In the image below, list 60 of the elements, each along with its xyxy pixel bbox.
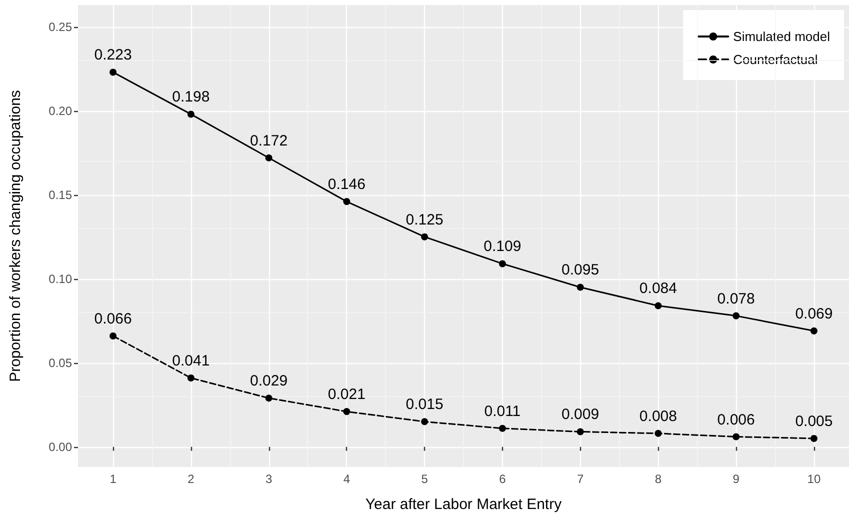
data-label: 0.109 — [484, 238, 522, 256]
data-label: 0.021 — [328, 386, 366, 404]
x-tick-label: 6 — [499, 472, 506, 486]
x-tick-label: 10 — [807, 472, 821, 486]
data-label: 0.008 — [639, 408, 677, 425]
point — [421, 233, 428, 240]
x-tick-label: 2 — [188, 472, 195, 486]
y-axis-title: Proportion of workers changing occupations — [7, 90, 24, 382]
point — [576, 284, 584, 291]
data-label: 0.146 — [328, 176, 366, 194]
y-tick-label: 0.05 — [48, 356, 72, 370]
data-label: 0.041 — [172, 352, 210, 370]
point — [654, 302, 662, 310]
data-label: 0.011 — [484, 402, 521, 420]
point — [343, 198, 350, 206]
x-tick-label: 1 — [110, 472, 117, 486]
data-label: 0.009 — [562, 406, 600, 424]
point — [498, 260, 506, 268]
legend-label: Counterfactual — [733, 52, 818, 67]
x-tick-label: 9 — [732, 472, 740, 486]
x-tick-label: 7 — [576, 472, 584, 486]
x-tick-label: 4 — [343, 472, 350, 486]
y-tick-label: 0.00 — [48, 440, 72, 454]
data-label: 0.005 — [795, 412, 833, 430]
point — [732, 433, 740, 440]
data-label: 0.125 — [406, 211, 444, 228]
y-tick-label: 0.15 — [48, 188, 72, 202]
data-label: 0.078 — [717, 290, 755, 308]
point — [187, 110, 194, 118]
y-tick-label: 0.25 — [48, 20, 72, 34]
data-label: 0.015 — [406, 396, 444, 414]
point — [265, 394, 272, 402]
point — [187, 374, 194, 382]
data-label: 0.198 — [172, 88, 210, 106]
y-tick-label: 0.20 — [48, 104, 72, 118]
x-axis-title: Year after Labor Market Entry — [365, 496, 562, 513]
data-label: 0.223 — [94, 46, 132, 64]
point — [732, 312, 740, 320]
data-label: 0.095 — [562, 262, 600, 279]
point — [810, 434, 818, 442]
point — [654, 430, 662, 437]
x-tick-label: 8 — [654, 472, 662, 486]
data-label: 0.066 — [94, 310, 132, 328]
y-tick-label: 0.10 — [48, 272, 72, 286]
data-label: 0.006 — [717, 411, 755, 428]
x-tick-label: 5 — [421, 472, 428, 486]
x-tick-label: 3 — [265, 472, 272, 486]
point — [343, 408, 350, 416]
legend-label: Simulated model — [733, 29, 830, 44]
data-label: 0.172 — [250, 132, 288, 150]
data-label: 0.069 — [795, 305, 833, 322]
point — [498, 424, 506, 432]
point — [810, 327, 818, 334]
data-label: 0.029 — [250, 372, 288, 390]
point — [576, 428, 584, 436]
point — [265, 154, 272, 162]
point — [110, 68, 117, 76]
point — [421, 418, 428, 426]
data-label: 0.084 — [639, 280, 677, 298]
point — [110, 332, 117, 340]
